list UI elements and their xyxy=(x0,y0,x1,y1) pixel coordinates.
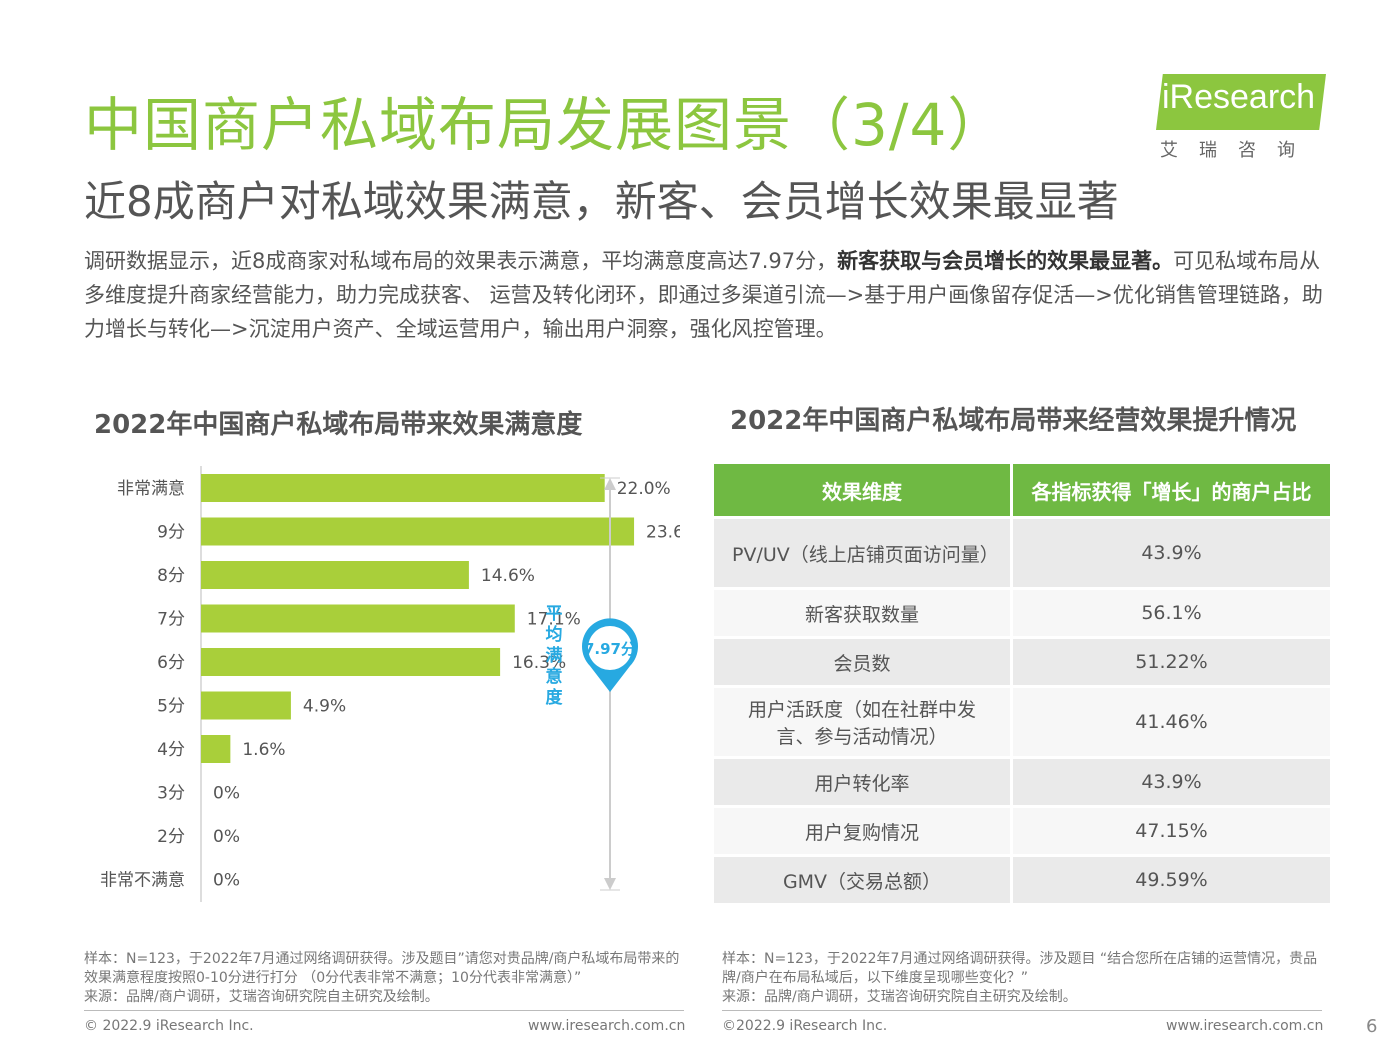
right-source-note: 来源：品牌/商户调研，艾瑞咨询研究院自主研究及绘制。 xyxy=(722,989,1077,1005)
right-table-title: 2022年中国商户私域布局带来经营效果提升情况 xyxy=(730,406,1297,436)
intro-bold: 新客获取与会员增长的效果最显著。 xyxy=(837,249,1174,273)
logo-text: iResearch xyxy=(1162,78,1316,116)
value-label: 1.6% xyxy=(242,740,285,760)
avg-value-label: 7.97分 xyxy=(584,640,636,658)
category-label: 2分 xyxy=(157,827,185,847)
bar xyxy=(201,517,635,546)
table-row: GMV（交易总额） 49.59% xyxy=(714,857,1330,903)
value-label: 14.6% xyxy=(481,566,535,586)
share-cell: 51.22% xyxy=(1013,639,1330,685)
table-row: 新客获取数量 56.1% xyxy=(714,590,1330,636)
share-cell: 49.59% xyxy=(1013,857,1330,903)
bar xyxy=(201,561,469,589)
intro-text-1: 调研数据显示，近8成商家对私域布局的效果表示满意，平均满意度高达7.97分， xyxy=(84,249,838,273)
category-label: 5分 xyxy=(157,697,185,717)
arrow-head-up xyxy=(604,478,616,490)
right-sample-note: 样本：N=123，于2022年7月通过网络调研获得。涉及题目 “结合您所在店铺的… xyxy=(722,951,1318,986)
table-row: 用户复购情况 47.15% xyxy=(714,808,1330,854)
left-chart-title: 2022年中国商户私域布局带来效果满意度 xyxy=(94,410,583,440)
value-label: 4.9% xyxy=(303,697,346,717)
avg-pin-inner xyxy=(588,626,632,670)
category-label: 6分 xyxy=(157,653,185,673)
intro-paragraph: 调研数据显示，近8成商家对私域布局的效果表示满意，平均满意度高达7.97分，新客… xyxy=(84,244,1324,346)
share-cell: 47.15% xyxy=(1013,808,1330,854)
table-row: PV/UV（线上店铺页面访问量） 43.9% xyxy=(714,519,1330,587)
share-cell: 56.1% xyxy=(1013,590,1330,636)
page-title: 中国商户私域布局发展图景（3/4） xyxy=(84,91,1007,159)
share-cell: 43.9% xyxy=(1013,759,1330,805)
table-header-dimension: 效果维度 xyxy=(714,464,1013,516)
table-separator xyxy=(714,685,1330,688)
category-label: 非常满意 xyxy=(117,479,185,499)
value-label: 17.1% xyxy=(527,610,581,630)
category-label: 8分 xyxy=(157,566,185,586)
bar xyxy=(201,735,231,763)
category-label: 4分 xyxy=(157,740,185,760)
logo-cn-text: 艾瑞咨询 xyxy=(1160,140,1316,161)
avg-satisfaction-label: 平均满意度 xyxy=(545,604,563,708)
dimension-cell: 新客获取数量 xyxy=(714,590,1013,636)
share-cell: 43.9% xyxy=(1013,519,1330,587)
iresearch-logo: iResearch 艾瑞咨询 xyxy=(1148,74,1334,164)
table-separator xyxy=(714,756,1330,759)
bar xyxy=(201,604,515,633)
dimension-cell: GMV（交易总额） xyxy=(714,857,1013,903)
dimension-cell: 用户复购情况 xyxy=(714,808,1013,854)
footer-copyright-right: ©2022.9 iResearch Inc. xyxy=(722,1018,888,1034)
table-separator xyxy=(714,516,1330,519)
table-separator xyxy=(714,636,1330,639)
table-row: 用户活跃度（如在社群中发言、参与活动情况） 41.46% xyxy=(714,688,1330,756)
intro-text-2: 可见私域布局从多维度提升商家经营能力，助力完成获客、 运营及转化闭环，即通过多渠… xyxy=(84,249,1323,341)
right-note: 样本：N=123，于2022年7月通过网络调研获得。涉及题目 “结合您所在店铺的… xyxy=(722,950,1332,1007)
table-row: 会员数 51.22% xyxy=(714,639,1330,685)
table-row: 用户转化率 43.9% xyxy=(714,759,1330,805)
left-sample-note: 样本：N=123，于2022年7月通过网络调研获得。涉及题目”请您对贵品牌/商户… xyxy=(84,951,680,986)
table-body: PV/UV（线上店铺页面访问量） 43.9% 新客获取数量 56.1% 会员数 51.22… xyxy=(714,516,1330,903)
footer-url-right[interactable]: www.iresearch.com.cn xyxy=(1166,1018,1324,1034)
footer-rule-left xyxy=(84,1010,684,1011)
bar xyxy=(201,648,501,676)
table-separator xyxy=(714,587,1330,590)
bar xyxy=(201,474,605,502)
table-separator xyxy=(714,805,1330,808)
page-number: 6 xyxy=(1366,1016,1378,1037)
footer-copyright-left: © 2022.9 iResearch Inc. xyxy=(84,1018,254,1034)
value-label: 22.0% xyxy=(617,479,671,499)
value-label: 0% xyxy=(213,871,240,891)
dimension-cell: 会员数 xyxy=(714,639,1013,685)
left-source-note: 来源：品牌/商户调研，艾瑞咨询研究院自主研究及绘制。 xyxy=(84,989,439,1005)
dimension-cell: 用户活跃度（如在社群中发言、参与活动情况） xyxy=(714,688,1013,756)
value-label: 0% xyxy=(213,827,240,847)
effect-table: 效果维度 各指标获得「增长」的商户占比 PV/UV（线上店铺页面访问量） 43.9… xyxy=(714,464,1330,903)
dimension-cell: 用户转化率 xyxy=(714,759,1013,805)
logo-badge xyxy=(1156,74,1326,130)
footer-rule-right xyxy=(722,1010,1322,1011)
dimension-cell: PV/UV（线上店铺页面访问量） xyxy=(714,519,1013,587)
value-label: 16.3% xyxy=(512,653,566,673)
page-subtitle: 近8成商户对私域效果满意，新客、会员增长效果最显著 xyxy=(84,177,1119,226)
table-header-share: 各指标获得「增长」的商户占比 xyxy=(1013,464,1330,516)
category-label: 7分 xyxy=(157,610,185,630)
footer-url-left[interactable]: www.iresearch.com.cn xyxy=(528,1018,686,1034)
satisfaction-bar-chart: 非常满意 22.0% 9分 23.6% 8分 14.6% 7分 17.1% 6分 16.3% 5分 4… xyxy=(100,466,680,902)
category-label: 9分 xyxy=(157,523,185,543)
table-separator xyxy=(714,854,1330,857)
left-note: 样本：N=123，于2022年7月通过网络调研获得。涉及题目”请您对贵品牌/商户… xyxy=(84,950,684,1007)
category-label: 3分 xyxy=(157,784,185,804)
value-label: 23.6% xyxy=(646,523,680,543)
bar xyxy=(201,691,291,720)
category-label: 非常不满意 xyxy=(100,871,185,891)
arrow-head-down xyxy=(604,878,616,890)
share-cell: 41.46% xyxy=(1013,688,1330,756)
value-label: 0% xyxy=(213,784,240,804)
